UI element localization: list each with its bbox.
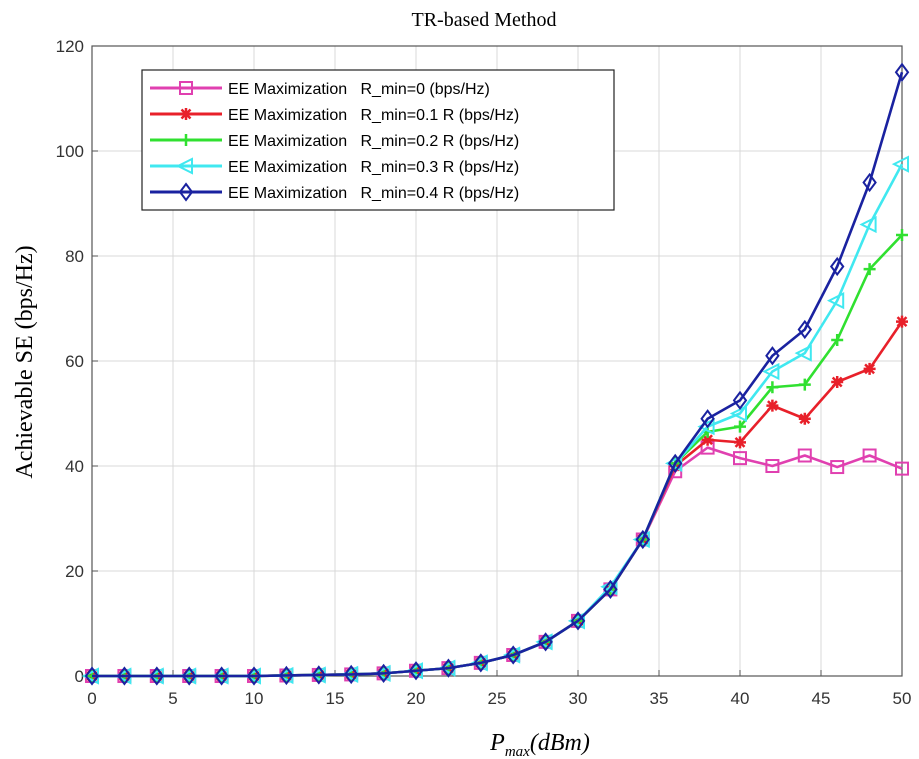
chart-title: TR-based Method	[412, 9, 557, 31]
series-3-point	[766, 381, 779, 394]
legend-label: EE Maximization R_min=0.4 R (bps/Hz)	[228, 185, 519, 202]
series-4-point	[859, 215, 877, 234]
series-4-point	[697, 418, 715, 436]
series-3-point	[734, 420, 746, 433]
series-5-point	[214, 666, 229, 686]
series-5-point	[505, 645, 521, 665]
series-1-point	[765, 459, 780, 473]
legend-label: EE Maximization R_min=0 (bps/Hz)	[228, 81, 490, 98]
series-3-point	[831, 334, 844, 346]
legend-label: EE Maximization R_min=0.3 R (bps/Hz)	[228, 159, 519, 176]
series-5-point	[570, 611, 586, 631]
series-5-point	[765, 346, 780, 366]
series-4-point	[729, 404, 747, 423]
series-5-point	[667, 453, 683, 474]
y-axis-ticks: 0 20 40 60 80 100 120	[56, 37, 98, 686]
series-5-point	[311, 665, 327, 685]
series-4-point	[826, 292, 845, 310]
legend-label: EE Maximization R_min=0.1 R (bps/Hz)	[228, 107, 519, 124]
series-5-point	[343, 664, 359, 685]
series-5-point	[408, 661, 424, 681]
x-axis-label-subscript: max	[505, 744, 530, 759]
series-1-point	[797, 448, 812, 463]
x-tick-label: 50	[893, 689, 912, 708]
series-5-point	[149, 666, 165, 686]
series-2-point	[701, 433, 714, 446]
y-tick-label: 80	[65, 247, 84, 266]
series-5-point	[441, 658, 456, 678]
legend-item-3: EE Maximization R_min=0.2 R (bps/Hz)	[150, 133, 519, 150]
series-5	[84, 62, 910, 686]
x-axis-label: Pmax(dBm)	[489, 730, 590, 759]
y-tick-label: 0	[75, 667, 84, 686]
series-2-point	[766, 399, 779, 412]
legend-swatch-marker	[178, 182, 194, 202]
y-tick-label: 100	[56, 142, 84, 161]
legend-label: EE Maximization R_min=0.2 R (bps/Hz)	[228, 133, 519, 150]
series-4-point	[762, 362, 780, 381]
x-tick-label: 15	[326, 689, 345, 708]
x-tick-label: 25	[488, 689, 507, 708]
x-tick-label: 35	[650, 689, 669, 708]
legend-item-1: EE Maximization R_min=0 (bps/Hz)	[150, 81, 490, 98]
y-tick-label: 60	[65, 352, 84, 371]
y-tick-label: 120	[56, 37, 84, 56]
series-3-point	[896, 229, 908, 241]
series-4-point	[794, 344, 812, 362]
x-tick-label: 40	[731, 689, 750, 708]
legend-swatch-marker	[179, 81, 193, 95]
series-1-point	[830, 460, 845, 475]
series-5-point	[538, 632, 553, 652]
series-5-point	[246, 666, 262, 686]
series-1-point	[733, 451, 747, 466]
series-5-point	[732, 390, 748, 411]
series-2-point	[896, 315, 908, 328]
series-3-point	[798, 378, 811, 391]
series-1-point	[862, 448, 877, 463]
series-5-point	[181, 666, 197, 686]
legend-swatch-marker	[180, 108, 192, 120]
y-axis-label: Achievable SE (bps/Hz)	[12, 245, 38, 478]
x-tick-label: 45	[812, 689, 831, 708]
x-tick-label: 5	[168, 689, 177, 708]
legend: EE Maximization R_min=0 (bps/Hz) EE Maxim…	[141, 69, 615, 211]
series-3-point	[863, 263, 876, 276]
series-5-point	[117, 666, 132, 686]
series-2-point	[831, 376, 844, 388]
series-5-point	[473, 653, 489, 673]
series-2-point	[798, 412, 811, 425]
y-tick-label: 20	[65, 562, 84, 581]
series-5-point	[376, 663, 391, 684]
series-5-point	[862, 172, 877, 193]
series-2-point	[734, 436, 746, 449]
series-5-point	[84, 666, 100, 686]
series-layer	[81, 62, 910, 686]
series-1-point	[895, 461, 909, 476]
series-2-point	[863, 362, 876, 375]
x-tick-label: 20	[407, 689, 426, 708]
series-5-point	[894, 62, 910, 82]
series-5-point	[279, 665, 294, 686]
series-5-point	[797, 319, 813, 340]
x-axis-label-main: P	[489, 730, 505, 756]
legend-item-5: EE Maximization R_min=0.4 R (bps/Hz)	[150, 182, 519, 202]
legend-swatch-marker	[175, 157, 193, 175]
x-tick-label: 10	[245, 689, 264, 708]
series-5-point	[603, 579, 618, 600]
y-tick-label: 40	[65, 457, 84, 476]
x-tick-label: 30	[569, 689, 588, 708]
series-4-point	[891, 155, 909, 173]
x-axis-label-unit: (dBm)	[530, 730, 590, 756]
legend-swatch-marker	[180, 134, 192, 146]
series-5-point	[635, 529, 651, 550]
legend-item-4: EE Maximization R_min=0.3 R (bps/Hz)	[150, 157, 519, 176]
x-tick-label: 0	[87, 689, 96, 708]
legend-item-2: EE Maximization R_min=0.1 R (bps/Hz)	[150, 107, 519, 124]
series-5-point	[829, 256, 845, 277]
series-5-point	[700, 409, 715, 429]
